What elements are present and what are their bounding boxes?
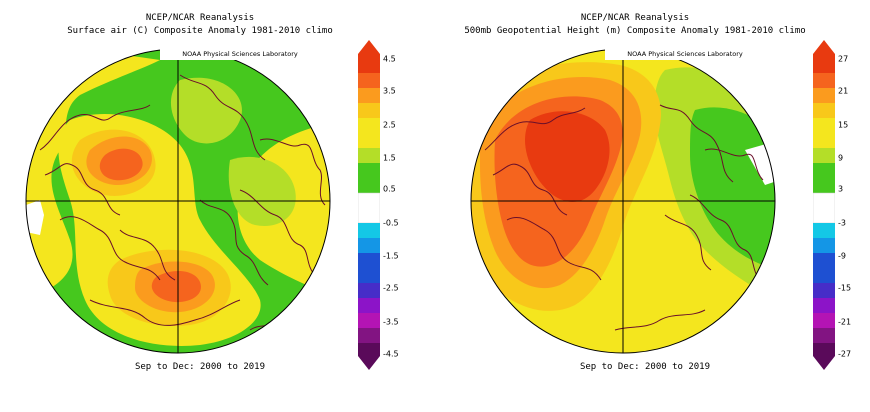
colorbar-tick-label: -9 xyxy=(838,251,846,261)
coastlines xyxy=(39,74,326,331)
colorbar-tick-label: 2.5 xyxy=(383,120,396,130)
colorbar-tick-label: 3 xyxy=(838,184,844,194)
panel-title: NCEP/NCAR Reanalysis xyxy=(145,13,255,23)
colorbar-tick-label: 27 xyxy=(838,54,849,64)
colorbar-tick-label: 0.5 xyxy=(383,184,396,194)
credit-label: NOAA Physical Sciences Laboratory xyxy=(160,48,320,60)
colorbar-tick-label: -1.5 xyxy=(383,251,399,261)
panel-subtitle: Surface air (C) Composite Anomaly 1981-2… xyxy=(67,26,333,36)
panel-subtitle: 500mb Geopotential Height (m) Composite … xyxy=(464,26,806,36)
colorbar-tick-label: -21 xyxy=(838,317,852,327)
colorbar-tick-label: 4.5 xyxy=(383,54,396,64)
colorbar-tick-label: -15 xyxy=(838,283,852,293)
date-range-label: Sep to Dec: 2000 to 2019 xyxy=(134,362,266,372)
colorbar-tick-label: -27 xyxy=(838,349,852,359)
coastlines xyxy=(484,104,764,331)
surface-air-anomaly-panel: NCEP/NCAR Reanalysis Surface air (C) Com… xyxy=(25,13,399,372)
colorbar xyxy=(813,40,835,370)
panel-title: NCEP/NCAR Reanalysis xyxy=(580,13,690,23)
colorbar-tick-label: 3.5 xyxy=(383,86,396,96)
colorbar-tick-label: 15 xyxy=(838,120,849,130)
colorbar-tick-label: -4.5 xyxy=(383,349,399,359)
anomaly-band-deep-red xyxy=(525,111,610,202)
colorbar-tick-label: -0.5 xyxy=(383,218,399,228)
geopotential-height-polar-map xyxy=(470,48,776,354)
date-range-label: Sep to Dec: 2000 to 2019 xyxy=(579,362,711,372)
colorbar-tick-label: -2.5 xyxy=(383,283,399,293)
colorbar-tick-label: 21 xyxy=(838,86,849,96)
colorbar-tick-label: 1.5 xyxy=(383,153,396,163)
anomaly-band-yellow-green xyxy=(170,77,242,144)
colorbar-tick-label: -3 xyxy=(838,218,846,228)
geopotential-height-anomaly-panel: NCEP/NCAR Reanalysis 500mb Geopotential … xyxy=(435,0,870,412)
credit-label: NOAA Physical Sciences Laboratory xyxy=(605,48,765,60)
surface-air-polar-map xyxy=(25,48,331,354)
colorbar-tick-label: -3.5 xyxy=(383,317,399,327)
colorbar-tick-label: 9 xyxy=(838,153,844,163)
colorbar xyxy=(358,40,380,370)
